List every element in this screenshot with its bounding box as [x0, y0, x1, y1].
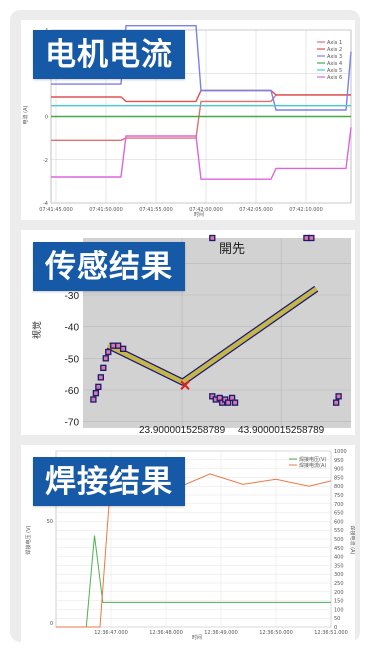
- weld-xlabel: 时间: [192, 634, 202, 641]
- x-tick-label: 07:42:05.000: [239, 207, 273, 213]
- legend-label: Axis 6: [327, 75, 342, 81]
- sensing-result-chart: 開先 -20-30-40-50-60-70 23.900001525878943…: [21, 230, 355, 435]
- x-tick-label: 12:36:48.000: [149, 630, 183, 636]
- sensing-result-title: 传感结果: [33, 242, 185, 291]
- y-tick-label: -4: [43, 201, 48, 207]
- data-point: [308, 234, 315, 242]
- y-tick-label: -60: [65, 386, 80, 397]
- right-tick-label: 550: [334, 528, 344, 534]
- data-point: [97, 374, 104, 381]
- x-tick-label: 07:41:45.000: [39, 207, 73, 213]
- weld-left-ylabel: 焊接电压 (V): [25, 526, 32, 555]
- series-line: [51, 127, 352, 180]
- x-tick-label: 07:42:10.000: [289, 207, 323, 213]
- data-point: [332, 399, 340, 406]
- x-tick-label: 07:41:55.000: [139, 207, 173, 213]
- motor-current-xlabel: 时间: [194, 211, 204, 218]
- legend-label: 焊接电流(A): [299, 462, 326, 469]
- legend-label: 焊接电压(V): [299, 456, 326, 463]
- right-tick-label: 650: [334, 511, 344, 517]
- weld-result-title: 焊接结果: [33, 457, 185, 506]
- data-point: [335, 393, 342, 400]
- left-tick-label: 0: [50, 621, 53, 627]
- right-tick-label: 900: [334, 467, 344, 473]
- right-tick-label: 700: [334, 502, 344, 508]
- y-tick-label: -50: [65, 354, 80, 365]
- data-point: [303, 234, 310, 242]
- x-tick-label: 12:36:50.000: [259, 630, 293, 636]
- data-point: [100, 364, 107, 371]
- motor-current-ylabel: 电流 (A): [22, 106, 29, 125]
- data-point: [209, 234, 216, 242]
- left-tick-label: 50: [47, 519, 53, 525]
- legend-label: Axis 1: [327, 40, 342, 46]
- right-tick-label: 800: [334, 484, 344, 490]
- data-point: [224, 399, 232, 406]
- right-tick-label: 750: [334, 493, 344, 499]
- right-tick-label: 450: [334, 546, 344, 552]
- legend-label: Axis 5: [327, 68, 342, 74]
- result-marker: [180, 380, 190, 390]
- y-tick-label: -40: [65, 323, 80, 334]
- x-tick-label: 07:41:50.000: [89, 207, 123, 213]
- y-tick-label: -70: [65, 418, 80, 429]
- data-point: [92, 390, 100, 397]
- data-point: [115, 342, 122, 349]
- y-tick-label: -30: [65, 291, 80, 302]
- x-tick-label: 12:36:51.000: [314, 630, 348, 636]
- data-point: [90, 396, 97, 403]
- right-tick-label: 600: [334, 519, 344, 525]
- legend-label: Axis 3: [327, 54, 342, 60]
- right-tick-label: 500: [334, 537, 344, 543]
- y-tick-label: -2: [43, 158, 48, 164]
- data-point: [102, 355, 109, 362]
- x-tick-label: 07:42:00.000: [189, 207, 223, 213]
- x-tick-label: 12:36:49.000: [204, 630, 238, 636]
- weld-result-panel: 50 0 1000 950 900 850 800 750 700 650 600 550 500 45…: [21, 445, 355, 642]
- motor-current-title: 电机电流: [33, 30, 185, 79]
- sensing-ylabel: 视觉: [31, 321, 42, 339]
- motor-current-panel: 420-2-4 07:41:45.00007:41:50.00007:41:55…: [21, 20, 355, 220]
- right-tick-label: 400: [334, 555, 344, 561]
- right-tick-label: 0: [334, 625, 337, 631]
- sensing-title-fragment: 開先: [219, 241, 245, 256]
- data-point: [95, 383, 102, 390]
- series-line: [56, 473, 332, 628]
- x-tick-label: 43.9000015258789: [238, 425, 325, 435]
- x-tick-label: 12:36:47.000: [94, 630, 128, 636]
- right-tick-label: 50: [334, 616, 340, 622]
- sensing-result-panel: 開先 -20-30-40-50-60-70 23.900001525878943…: [21, 230, 355, 435]
- data-point: [209, 393, 216, 400]
- right-tick-label: 100: [334, 607, 344, 613]
- legend-label: Axis 2: [327, 47, 342, 53]
- weld-right-ylabel: 焊接电流 (A): [349, 526, 355, 555]
- data-point: [105, 348, 112, 356]
- data-point: [110, 342, 117, 349]
- right-tick-label: 150: [334, 599, 344, 605]
- right-tick-label: 200: [334, 590, 344, 596]
- right-tick-label: 250: [334, 581, 344, 587]
- legend-label: Axis 4: [327, 61, 342, 67]
- y-tick-label: 0: [45, 115, 48, 121]
- data-point: [119, 345, 127, 352]
- right-tick-label: 300: [334, 572, 344, 578]
- right-tick-label: 1000: [334, 449, 347, 455]
- right-tick-label: 850: [334, 475, 344, 481]
- data-point: [231, 399, 239, 406]
- right-tick-label: 350: [334, 563, 344, 569]
- right-tick-label: 950: [334, 458, 344, 464]
- x-tick-label: 23.9000015258789: [139, 425, 226, 435]
